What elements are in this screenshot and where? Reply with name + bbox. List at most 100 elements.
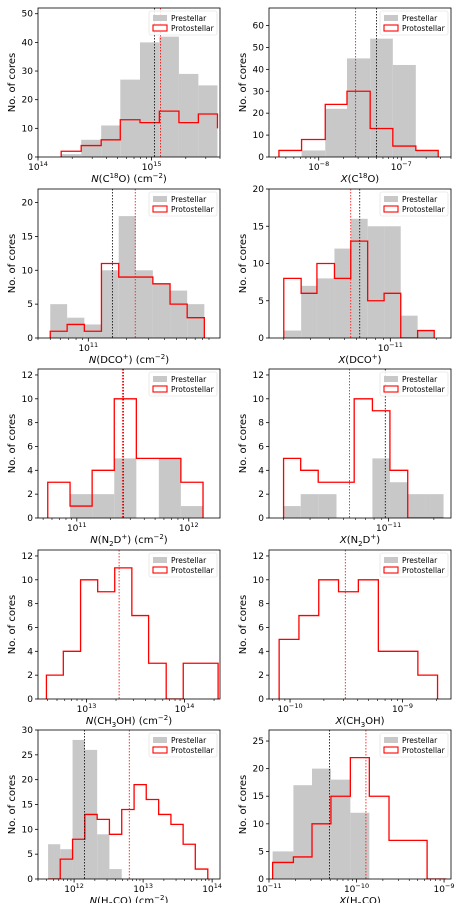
legend-label-protostellar: Protostellar — [402, 746, 446, 755]
y-tick-label: 0 — [27, 695, 33, 705]
y-tick-label: 20 — [22, 776, 34, 786]
x-axis-label: X(C18O) — [340, 172, 380, 185]
prestellar-bar — [415, 150, 439, 157]
axes-frame — [37, 188, 221, 338]
prestellar-bar — [417, 330, 435, 338]
x-tick-label: 1015 — [142, 160, 162, 173]
histogram-X-C18O: 0 10 20 30 40 50 60 10−8 10−7 X(C18O) No. of cores… — [238, 7, 452, 185]
legend-label-protostellar: Protostellar — [402, 24, 446, 33]
y-tick-label: 12 — [22, 371, 33, 381]
prestellar-bar — [120, 79, 140, 157]
y-axis-label: No. of cores — [7, 595, 18, 654]
y-tick-label: 15 — [253, 793, 264, 803]
y-tick-label: 20 — [22, 96, 34, 106]
protostellar-step — [45, 567, 219, 699]
x-tick-label: 1011 — [78, 341, 98, 354]
panel-X-CH3OH: 0 2 4 6 8 10 12 10−10 10−9 X(CH3OH) No. of cores Pr… — [231, 542, 462, 729]
prestellar-bar — [81, 139, 102, 157]
y-tick-label: 15 — [22, 801, 33, 811]
prestellar-bar — [187, 303, 205, 338]
y-tick-label: 6 — [258, 623, 264, 633]
prestellar-bar — [384, 225, 401, 338]
protostellar-step — [271, 757, 447, 880]
x-axis-label: N(C18O) (cm−2) — [91, 172, 167, 185]
x-tick-label: 1013 — [133, 882, 153, 895]
x-axis-label: X(H2CO) — [338, 896, 381, 903]
y-tick-label: 12 — [253, 371, 264, 381]
x-tick-label: 1013 — [77, 702, 97, 715]
prestellar-bar — [370, 38, 393, 157]
x-axis-label: X(N2D+) — [339, 533, 380, 548]
y-tick-label: 0 — [258, 514, 264, 524]
prestellar-bar — [152, 283, 171, 338]
plot-area — [48, 730, 209, 880]
x-tick-label: 10−7 — [391, 160, 412, 173]
legend-swatch-protostellar — [152, 24, 168, 32]
prestellar-bar — [170, 290, 188, 338]
panel-X-C18O: 0 10 20 30 40 50 60 10−8 10−7 X(C18O) No. of cores… — [231, 0, 462, 185]
y-tick-label: 10 — [22, 395, 34, 405]
prestellar-bar — [92, 494, 115, 519]
panel-X-N2D: 0 2 4 6 8 10 12 10−11 X(N2D+) No. of cores Prestel… — [231, 361, 462, 548]
prestellar-bar — [109, 869, 122, 880]
y-tick-label: 25 — [253, 737, 264, 747]
legend-swatch-protostellar — [383, 205, 399, 213]
legend-swatch-protostellar — [152, 385, 168, 393]
plot-area — [45, 549, 219, 699]
y-tick-label: 0 — [258, 695, 264, 705]
prestellar-bar — [350, 813, 370, 880]
legend-label-protostellar: Protostellar — [171, 746, 215, 755]
y-tick-label: 10 — [253, 820, 265, 830]
x-axis-label: N(N2D+) (cm−2) — [90, 533, 167, 548]
axes-frame — [37, 7, 221, 158]
prestellar-bar — [372, 458, 390, 519]
legend-label-protostellar: Protostellar — [171, 385, 215, 394]
histogram-X-N2D: 0 2 4 6 8 10 12 10−11X(N2D+) No. of cores Prestel… — [238, 368, 452, 548]
legend-label-prestellar: Prestellar — [171, 736, 207, 745]
plot-area — [278, 549, 439, 699]
legend-swatch-protostellar — [152, 566, 168, 574]
prestellar-bar — [283, 330, 302, 338]
prestellar-bar — [300, 494, 319, 519]
legend-swatch-prestellar — [153, 15, 167, 21]
x-axis-label: X(DCO+) — [337, 353, 381, 366]
y-axis-label: No. of cores — [7, 53, 18, 112]
prestellar-bar — [367, 225, 385, 338]
prestellar-bar — [135, 269, 153, 338]
legend-swatch-protostellar — [383, 24, 399, 32]
prestellar-bar — [346, 58, 371, 157]
prestellar-bar — [180, 506, 204, 519]
prestellar-bar — [330, 780, 351, 880]
protostellar-step — [49, 262, 205, 338]
y-tick-label: 2 — [258, 490, 264, 500]
prestellar-bar — [318, 494, 337, 519]
x-tick-label: 1012 — [179, 521, 199, 534]
x-tick-label: 10−10 — [277, 702, 302, 715]
y-tick-label: 0 — [258, 334, 264, 344]
prestellar-bar — [425, 494, 444, 519]
prestellar-bar — [101, 125, 121, 157]
prestellar-bar — [67, 317, 85, 338]
y-tick-label: 6 — [27, 623, 33, 633]
y-tick-label: 50 — [22, 10, 34, 20]
panel-N-N2D: 0 2 4 6 8 10 12 1011 1012 N(N2D+) (cm−2) No. of co… — [0, 361, 231, 548]
y-axis-label: No. of cores — [238, 233, 249, 292]
prestellar-bar — [293, 785, 313, 880]
panel-X-H2CO: 0 5 10 15 20 25 10−11 10−10 10−9 X(H2CO) No. of co… — [231, 722, 462, 903]
y-tick-label: 10 — [253, 131, 265, 141]
y-tick-label: 8 — [27, 419, 33, 429]
histogram-X-CH3OH: 0 2 4 6 8 10 12 10−10 10−9 X(CH3OH) No. of cores Pr… — [238, 549, 452, 729]
legend-label-prestellar: Prestellar — [171, 195, 207, 204]
legend-swatch-protostellar — [152, 746, 168, 754]
y-tick-label: 20 — [253, 765, 265, 775]
prestellar-bar — [159, 36, 179, 157]
prestellar-bar — [178, 73, 199, 157]
prestellar-bar — [101, 269, 119, 338]
legend-label-protostellar: Protostellar — [402, 566, 446, 575]
y-tick-label: 2 — [258, 671, 264, 681]
